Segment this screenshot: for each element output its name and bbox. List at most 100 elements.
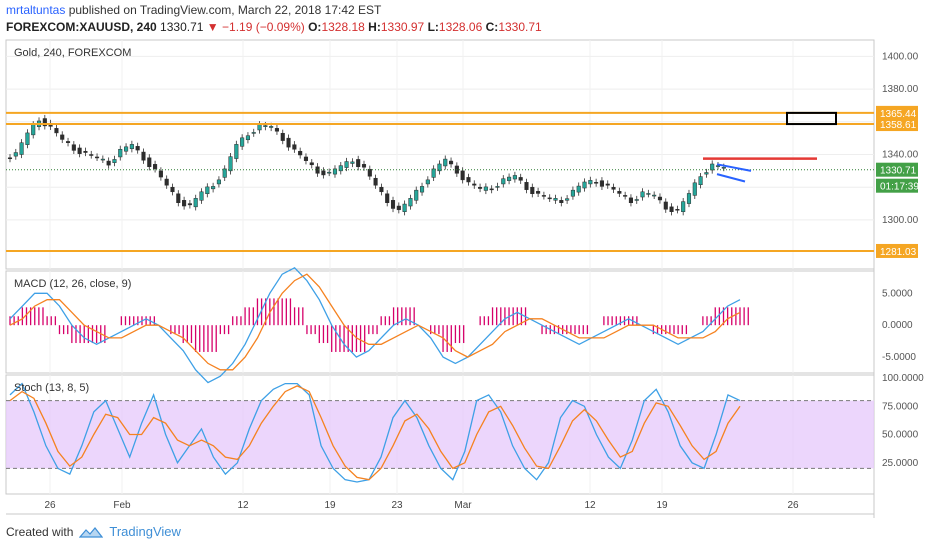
candle-body — [182, 200, 187, 207]
candle-body — [565, 198, 570, 201]
candle-body — [472, 183, 477, 186]
candle-body — [263, 125, 268, 127]
candle-body — [419, 186, 425, 193]
candle-body — [106, 160, 111, 166]
macd-tick-label: -5.0000 — [882, 352, 916, 363]
candle-body — [686, 193, 692, 204]
candle-body — [518, 177, 523, 181]
candle-body — [553, 198, 558, 201]
candle-body — [367, 168, 372, 177]
candle-body — [176, 193, 181, 204]
publish-info: mrtaltuntas published on TradingView.com… — [6, 3, 381, 17]
stoch-tick-label: 25.0000 — [882, 458, 919, 469]
candle-body — [89, 154, 94, 156]
candle-body — [31, 124, 36, 136]
candle-body — [681, 201, 686, 212]
candle-body — [356, 159, 361, 168]
candle-body — [669, 206, 674, 212]
candle-body — [257, 124, 262, 131]
candle-body — [483, 186, 488, 191]
tradingview-brand[interactable]: TradingView — [109, 524, 181, 539]
candle-body — [13, 152, 18, 157]
price-tick-label: 1300.00 — [882, 215, 919, 226]
candle-body — [193, 198, 198, 208]
level-price-tag — [876, 117, 918, 132]
low-value: 1328.06 — [438, 20, 483, 34]
candle-body — [274, 128, 280, 132]
candle-body — [100, 158, 105, 161]
last-price-label: 1330.71 — [880, 166, 917, 177]
candle-body — [605, 183, 610, 186]
stoch-pane-title: Stoch (13, 8, 5) — [14, 382, 89, 394]
candle-body — [240, 137, 245, 147]
author-link[interactable]: mrtaltuntas — [6, 3, 66, 17]
candle-body — [292, 144, 297, 150]
candle-body — [675, 209, 680, 211]
candle-body — [466, 177, 471, 183]
countdown-tag — [876, 178, 918, 193]
candle-body — [478, 186, 483, 189]
candle-body — [617, 191, 622, 194]
countdown-label: 01:17:39 — [880, 182, 919, 193]
stoch-tick-label: 50.0000 — [882, 430, 919, 441]
candle-body — [228, 156, 233, 172]
high-value: 1330.97 — [380, 20, 425, 34]
macd-pane-title: MACD (12, 26, close, 9) — [14, 278, 131, 290]
time-tick-label: 12 — [584, 500, 596, 511]
candle-body — [634, 199, 639, 201]
candle-body — [164, 178, 169, 186]
candle-body — [309, 162, 314, 166]
candle-body — [611, 186, 616, 190]
candle-body — [390, 200, 396, 209]
price-tick-label: 1400.00 — [882, 51, 919, 62]
candle-body — [657, 196, 663, 201]
candle-body — [141, 151, 146, 161]
candle-body — [547, 197, 552, 200]
candle-body — [234, 144, 239, 159]
time-tick-label: 23 — [391, 500, 403, 511]
candle-body — [495, 186, 500, 188]
macd-tick-label: 5.0000 — [882, 288, 913, 299]
candle-body — [321, 170, 326, 176]
candle-body — [501, 178, 506, 185]
level-price-tag — [876, 243, 918, 258]
candle-body — [692, 182, 697, 196]
candle-body — [71, 144, 76, 151]
open-value: 1328.18 — [321, 20, 365, 34]
tradingview-logo-icon — [79, 526, 104, 538]
candle-body — [19, 142, 24, 155]
candle-body — [7, 157, 13, 160]
candle-body — [704, 172, 709, 175]
candle-body — [187, 203, 192, 206]
candle-body — [251, 132, 256, 134]
price-tick-label: 1380.00 — [882, 84, 919, 95]
down-arrow-icon: ▼ — [206, 20, 219, 34]
stoch-tick-label: 100.0000 — [882, 373, 924, 384]
open-label: O: — [308, 20, 322, 34]
candle-body — [170, 186, 175, 193]
candle-body — [530, 186, 535, 195]
chart-area[interactable]: 1400.001380.001360.001340.001320.001300.… — [0, 38, 932, 518]
time-tick-label: 26 — [44, 500, 56, 511]
candle-body — [135, 146, 140, 151]
level-price-label: 1358.61 — [880, 120, 917, 131]
candle-body — [536, 191, 541, 194]
candle-body — [721, 167, 726, 169]
candle-body — [425, 179, 430, 185]
candle-body — [147, 157, 152, 168]
candle-body — [245, 135, 250, 141]
candle-body — [582, 181, 587, 189]
candle-body — [60, 134, 65, 140]
close-value: 1330.71 — [498, 20, 542, 34]
candle-body — [623, 195, 628, 197]
candle-body — [199, 191, 204, 201]
low-label: L: — [427, 20, 439, 34]
candle-body — [42, 118, 47, 127]
candle-body — [280, 132, 285, 141]
candle-body — [396, 205, 401, 211]
level-price-label: 1281.03 — [880, 247, 917, 258]
symbol-info-bar: FOREXCOM:XAUUSD, 240 1330.71 ▼ −1.19 (−0… — [6, 20, 542, 34]
candle-body — [448, 160, 454, 165]
candle-body — [489, 188, 494, 191]
candle-body — [570, 189, 575, 197]
